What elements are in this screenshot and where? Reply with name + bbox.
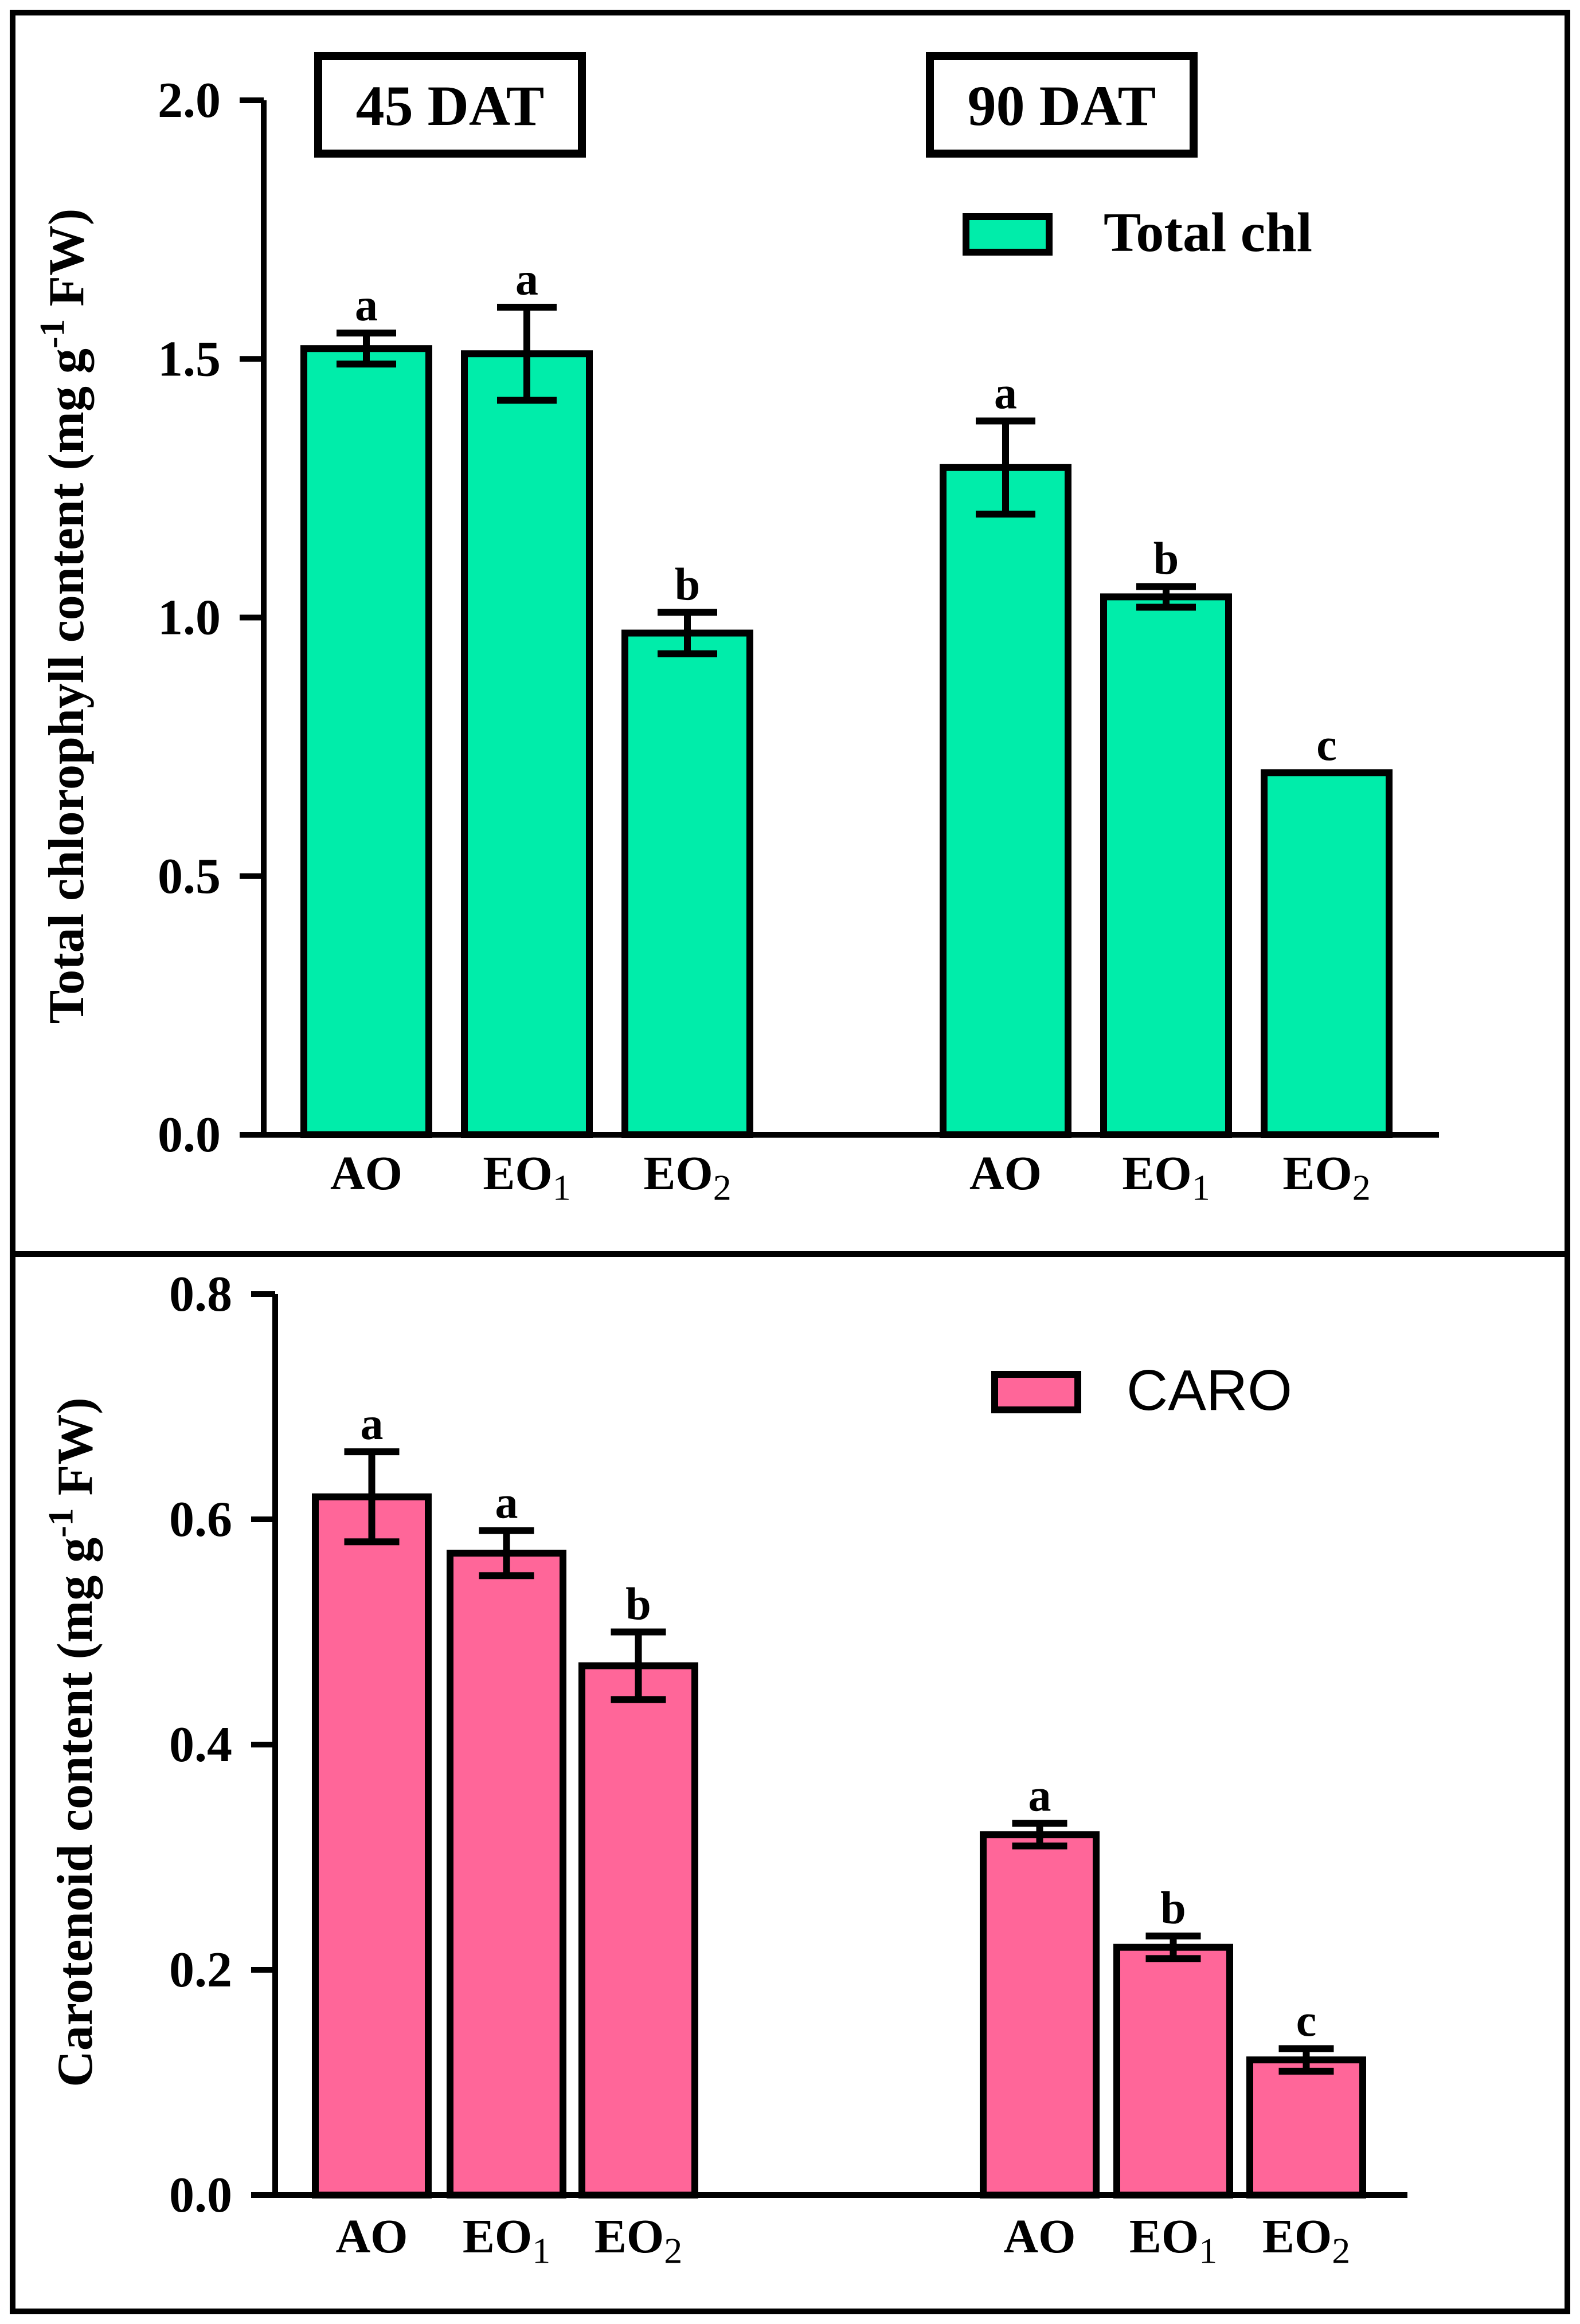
bar [461,350,593,1138]
bar [1113,1943,1233,2198]
y-tick-label: 0.2 [169,1942,232,1998]
group-title-box [926,52,1198,158]
y-tick-label: 2.0 [158,73,221,128]
category-label: EO1 [1129,2210,1217,2271]
bar [980,1831,1100,2198]
category-label: EO1 [483,1147,570,1208]
category-label: EO2 [1282,1147,1370,1208]
category-label: AO [1004,2210,1076,2263]
chlorophyll-chart: 0.0 0.5 1.0 1.5 2.0 Total chlorophyll content… [33,52,1439,1208]
category-label: EO2 [1262,2210,1350,2271]
carotenoid-chart: 0.0 0.2 0.4 0.6 0.8 Carotenoid content (mg g-… [42,1267,1407,2271]
y-tick-label: 1.5 [158,331,221,387]
group-title: 45 DAT [356,74,545,138]
category-label: AO [336,2210,408,2263]
significance-letter: c [1316,720,1337,770]
bar [578,1662,698,2198]
category-label: AO [330,1147,402,1200]
significance-letter: a [1028,1771,1051,1821]
bar [312,1493,432,2198]
bar [300,345,432,1139]
significance-letter: a [495,1478,518,1529]
category-label: EO1 [1122,1147,1210,1208]
y-tick-label: 0.6 [169,1492,232,1547]
significance-letter: a [994,369,1017,419]
significance-letter: b [625,1580,651,1630]
significance-letter: b [1153,534,1179,584]
y-axis-label: Carotenoid content (mg g-1 FW) [42,1397,103,2087]
group-title-box [314,52,586,158]
legend-swatch [991,1371,1081,1413]
significance-letter: b [675,559,701,610]
category-label: EO1 [463,2210,550,2271]
y-tick-label: 0.0 [158,1107,221,1163]
category-label: AO [969,1147,1042,1200]
bar [1261,769,1393,1138]
bar [1100,593,1232,1138]
significance-letter: c [1296,1996,1317,2047]
bar [447,1549,566,2198]
bar [940,464,1071,1138]
y-tick-label: 1.0 [158,590,221,646]
figure-frame [10,10,1570,2314]
bar [1246,2056,1366,2198]
significance-letter: a [515,254,538,305]
y-tick-label: 0.0 [169,2168,232,2223]
category-label: EO2 [595,2210,682,2271]
legend-label: CARO [1127,1358,1292,1422]
y-tick-label: 0.5 [158,849,221,904]
y-axis-label: Total chlorophyll content (mg g-1 FW) [33,209,95,1024]
significance-letter: a [361,1399,384,1449]
significance-letter: b [1160,1883,1186,1934]
category-label: EO2 [643,1147,731,1208]
legend-swatch [963,213,1053,256]
y-tick-label: 0.8 [169,1267,232,1322]
legend-label: Total chl [1104,202,1312,264]
significance-letter: a [355,280,378,331]
bar [621,629,753,1138]
y-tick-label: 0.4 [169,1717,232,1773]
group-title: 90 DAT [968,74,1156,138]
